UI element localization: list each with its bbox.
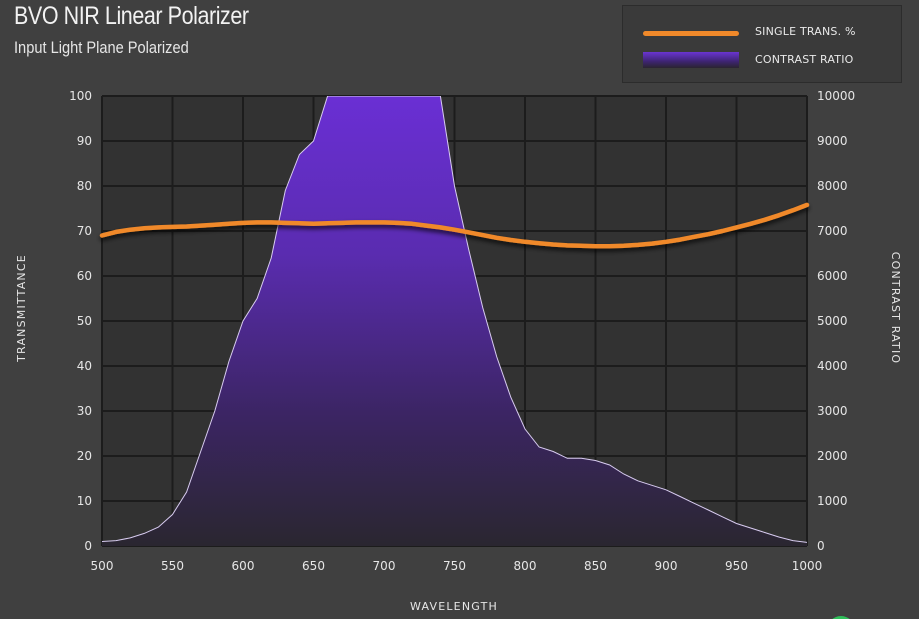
- x-tick-label: 750: [443, 559, 466, 573]
- y-axis-right-title: CONTRAST RATIO: [889, 252, 902, 365]
- y-tick-label-right: 0: [817, 539, 825, 553]
- y-tick-label-left: 40: [77, 359, 92, 373]
- y-tick-label-left: 10: [77, 494, 92, 508]
- y-tick-label-left: 100: [69, 89, 92, 103]
- status-dot-icon: [832, 616, 850, 619]
- x-axis: 500 550 600 650 700 750 800 850 900 950 1000: [91, 559, 823, 573]
- y-tick-label-right: 2000: [817, 449, 848, 463]
- chart-title: BVO NIR Linear Polarizer: [14, 2, 249, 30]
- y-tick-label-left: 20: [77, 449, 92, 463]
- x-tick-label: 650: [302, 559, 325, 573]
- x-tick-label: 500: [91, 559, 114, 573]
- legend: SINGLE TRANS. % CONTRAST RATIO: [622, 5, 902, 83]
- x-tick-label: 800: [514, 559, 537, 573]
- y-tick-label-right: 9000: [817, 134, 848, 148]
- legend-item-contrast-ratio: CONTRAST RATIO: [623, 51, 901, 71]
- contrast-ratio-outline: [102, 96, 807, 543]
- x-tick-label: 600: [232, 559, 255, 573]
- y-tick-label-right: 3000: [817, 404, 848, 418]
- y-axis-right: 0 1000 2000 3000 4000 5000 6000 7000 8000 9000 100…: [817, 89, 855, 553]
- y-tick-label-left: 80: [77, 179, 92, 193]
- legend-label-contrast-ratio: CONTRAST RATIO: [755, 53, 854, 66]
- x-tick-label: 1000: [792, 559, 823, 573]
- y-tick-label-left: 90: [77, 134, 92, 148]
- x-axis-title: WAVELENGTH: [410, 600, 498, 613]
- legend-area-swatch: [643, 52, 739, 68]
- y-tick-label-left: 50: [77, 314, 92, 328]
- y-tick-label-left: 60: [77, 269, 92, 283]
- y-tick-label-left: 70: [77, 224, 92, 238]
- y-tick-label-left: 30: [77, 404, 92, 418]
- legend-line-swatch: [643, 31, 739, 36]
- legend-item-single-trans: SINGLE TRANS. %: [623, 23, 901, 43]
- legend-label-single-trans: SINGLE TRANS. %: [755, 25, 856, 38]
- y-tick-label-right: 1000: [817, 494, 848, 508]
- y-tick-label-right: 4000: [817, 359, 848, 373]
- y-axis-left: 0 10 20 30 40 50 60 70 80 90 100: [69, 89, 92, 553]
- y-tick-label-right: 5000: [817, 314, 848, 328]
- contrast-ratio-area: [102, 96, 807, 546]
- single-trans-layer: [99, 202, 810, 249]
- x-tick-label: 850: [584, 559, 607, 573]
- x-tick-label: 550: [161, 559, 184, 573]
- x-tick-label: 700: [373, 559, 396, 573]
- x-tick-label: 950: [725, 559, 748, 573]
- y-axis-left-title: TRANSMITTANCE: [15, 254, 28, 363]
- y-tick-label-right: 7000: [817, 224, 848, 238]
- chart-subtitle: Input Light Plane Polarized: [14, 38, 189, 57]
- y-tick-label-left: 0: [84, 539, 92, 553]
- y-tick-label-right: 10000: [817, 89, 855, 103]
- single-trans-line: [99, 202, 810, 249]
- x-tick-label: 900: [655, 559, 678, 573]
- contrast-ratio-layer: [102, 96, 807, 546]
- y-tick-label-right: 6000: [817, 269, 848, 283]
- y-tick-label-right: 8000: [817, 179, 848, 193]
